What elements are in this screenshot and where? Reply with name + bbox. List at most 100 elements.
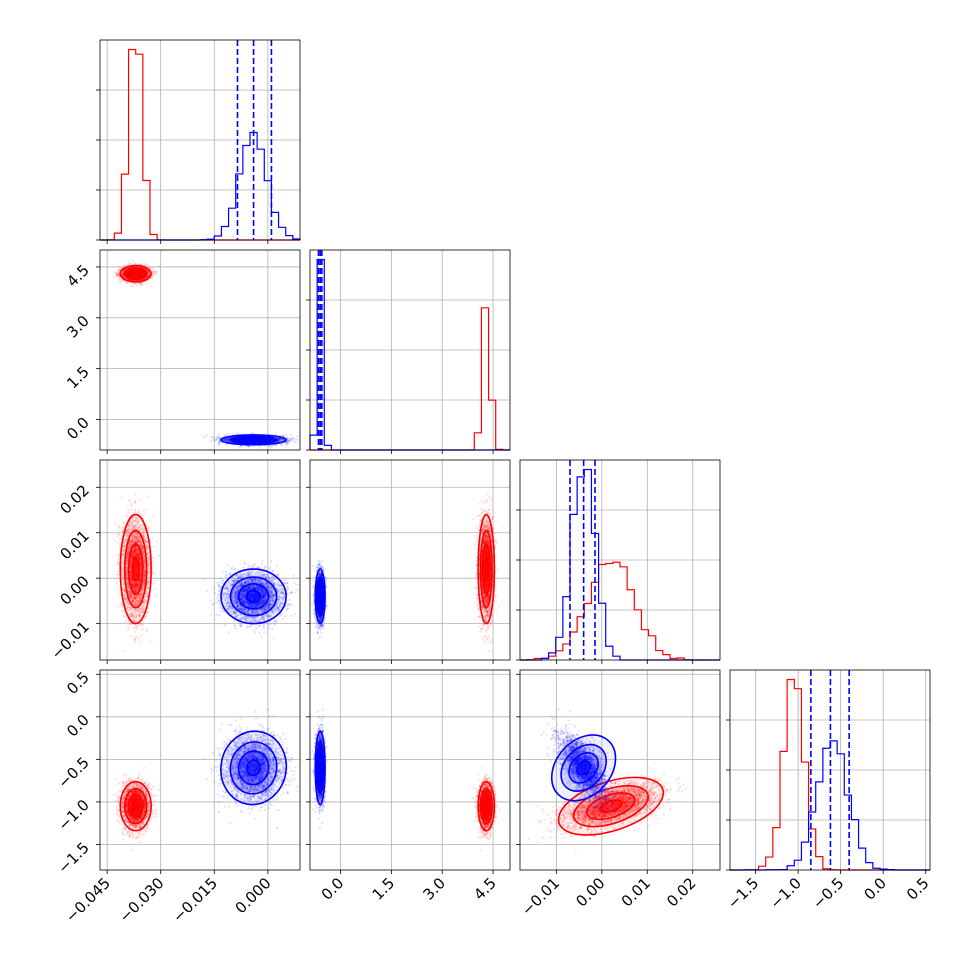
red-sample-point [155, 273, 158, 276]
red-sample-point [125, 272, 128, 275]
red-sample-point [133, 272, 136, 275]
red-sample-point [121, 273, 124, 276]
red-sample-point [123, 269, 126, 272]
blue-sample-point [217, 433, 220, 436]
red-sample-point [125, 273, 129, 277]
red-sample-point [153, 272, 156, 276]
red-sample-point [115, 273, 118, 276]
red-sample-point [139, 271, 142, 275]
red-sample-point [119, 280, 122, 284]
red-sample-point [118, 278, 122, 281]
red-sample-point [139, 273, 142, 276]
blue-histogram [100, 131, 301, 241]
blue-sample-point [296, 435, 299, 438]
red-sample-point [115, 273, 118, 276]
red-sample-point [151, 269, 154, 272]
red-sample-point [143, 273, 146, 276]
red-sample-point [143, 272, 146, 275]
red-sample-point [148, 272, 151, 275]
red-sample-point [126, 271, 129, 274]
red-sample-point [129, 272, 133, 275]
red-sample-point [118, 269, 121, 272]
red-sample-point [129, 272, 133, 275]
red-sample-point [143, 271, 146, 275]
red-sample-point [133, 272, 136, 275]
red-sample-point [144, 282, 148, 285]
red-sample-point [129, 262, 132, 266]
red-sample-point [120, 272, 123, 275]
red-sample-point [117, 273, 120, 276]
red-sample-point [130, 284, 133, 287]
red-sample-point [143, 274, 146, 277]
red-sample-point [143, 272, 146, 275]
blue-sample-point [210, 440, 213, 443]
red-sample-point [129, 272, 132, 275]
red-sample-point [140, 284, 144, 287]
red-sample-point [122, 273, 125, 276]
blue-layer [203, 432, 299, 450]
red-sample-point [139, 272, 142, 275]
red-sample-point [129, 272, 132, 275]
red-sample-point [139, 272, 143, 275]
red-sample-point [121, 271, 124, 274]
red-sample-point [121, 274, 124, 277]
panel-0-0 [96, 39, 301, 244]
red-sample-point [143, 271, 146, 275]
red-sample-point [134, 272, 137, 275]
red-sample-point [131, 259, 135, 263]
red-sample-point [129, 272, 133, 275]
red-sample-point [118, 265, 121, 268]
red-sample-point [122, 272, 125, 275]
panel-1-0: 0.01.53.04.5 [63, 249, 301, 454]
red-sample-point [139, 273, 143, 276]
red-sample-point [125, 272, 129, 275]
red-sample-point [148, 265, 151, 269]
blue-sample-point [215, 438, 218, 441]
blue-sample-point [215, 435, 218, 439]
red-sample-point [140, 282, 143, 285]
red-sample-point [113, 275, 116, 279]
red-sample-point [122, 275, 126, 278]
red-histogram [100, 48, 300, 241]
red-sample-point [116, 273, 120, 276]
red-sample-point [146, 271, 150, 275]
red-sample-point [143, 271, 146, 275]
blue-sample-point [290, 433, 293, 436]
red-sample-point [134, 272, 137, 275]
red-sample-point [126, 273, 129, 276]
red-sample-point [152, 275, 155, 278]
red-sample-point [121, 273, 124, 276]
red-sample-point [157, 265, 161, 268]
red-sample-point [147, 270, 150, 273]
red-sample-point [139, 272, 142, 275]
blue-sample-point [210, 435, 213, 439]
red-sample-point [149, 267, 152, 270]
red-sample-point [143, 273, 146, 276]
red-sample-point [125, 281, 128, 284]
red-sample-point [114, 271, 117, 274]
red-sample-point [133, 272, 136, 275]
red-sample-point [122, 272, 125, 275]
red-sample-point [143, 271, 146, 275]
red-sample-point [147, 274, 151, 277]
red-sample-point [129, 272, 132, 275]
blue-sample-point [293, 440, 296, 443]
red-sample-point [134, 272, 137, 275]
red-sample-point [138, 282, 142, 285]
red-layer [113, 259, 161, 288]
red-sample-point [131, 285, 134, 288]
red-sample-point [146, 275, 149, 278]
red-sample-point [129, 272, 133, 276]
red-sample-point [143, 271, 146, 274]
red-sample-point [152, 266, 155, 269]
red-sample-point [134, 272, 137, 275]
blue-sample-point [237, 446, 240, 449]
red-sample-point [147, 273, 150, 276]
red-sample-point [147, 274, 150, 277]
blue-sample-point [296, 438, 299, 441]
red-sample-point [116, 271, 119, 274]
blue-sample-point [231, 432, 234, 435]
red-sample-point [130, 272, 133, 275]
red-sample-point [125, 273, 128, 276]
